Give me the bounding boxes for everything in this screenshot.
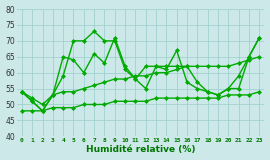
X-axis label: Humidité relative (%): Humidité relative (%) (86, 145, 195, 154)
